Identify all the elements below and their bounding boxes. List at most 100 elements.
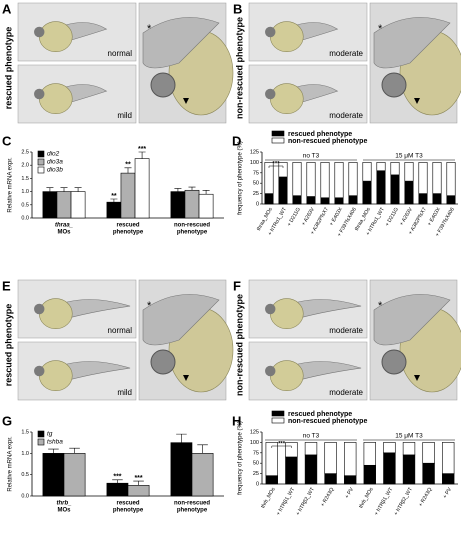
bar-segment bbox=[334, 162, 344, 199]
bar-segment bbox=[362, 180, 372, 205]
bar-segment bbox=[390, 162, 400, 176]
significance: *** bbox=[278, 442, 286, 448]
y-tick-label: 75 bbox=[253, 170, 259, 176]
x-tick-label: thrb_MOs bbox=[358, 486, 375, 509]
error-bar bbox=[202, 189, 210, 195]
embryo-eye bbox=[265, 26, 276, 38]
significance: ** bbox=[111, 193, 117, 200]
bar-segment bbox=[324, 473, 337, 485]
x-tick-label: phenotype bbox=[177, 230, 208, 236]
arrowhead bbox=[414, 98, 420, 104]
bar-segment bbox=[344, 442, 357, 476]
bar-segment bbox=[383, 452, 396, 485]
bar-segment bbox=[432, 193, 442, 205]
zoom-eye bbox=[150, 349, 176, 375]
error-bar bbox=[74, 187, 82, 192]
error-bar bbox=[176, 433, 187, 443]
bar-segment bbox=[363, 442, 376, 466]
y-tick-label: 50 bbox=[253, 181, 259, 187]
x-tick-label: + PV bbox=[442, 486, 453, 499]
bar-segment bbox=[278, 176, 288, 205]
bar-segment bbox=[320, 162, 330, 199]
bar-segment bbox=[402, 454, 416, 485]
bar bbox=[70, 191, 86, 219]
y-tick-label: 25 bbox=[253, 471, 259, 477]
y-tick-label: 1.5 bbox=[21, 429, 29, 435]
y-tick-label: 1.0 bbox=[21, 189, 29, 195]
y-tick-label: 0 bbox=[256, 481, 259, 487]
error-bar bbox=[197, 444, 208, 454]
error-bar bbox=[69, 447, 80, 454]
embryo-eye bbox=[34, 88, 45, 100]
x-tick-label: non-rescued bbox=[174, 223, 210, 229]
x-tick-label: phenotype bbox=[113, 230, 144, 236]
y-tick-label: 2.0 bbox=[21, 163, 29, 169]
zoom-head bbox=[142, 294, 220, 346]
y-tick-label: 75 bbox=[253, 450, 259, 456]
y-tick-label: 0.5 bbox=[21, 472, 29, 478]
significance: ** bbox=[125, 162, 131, 169]
bar-segment bbox=[304, 454, 318, 485]
side-label: rescued phenotype bbox=[3, 27, 13, 110]
image-label: normal bbox=[108, 49, 133, 58]
y-tick-label: 100 bbox=[250, 440, 259, 446]
x-tick-label: + D211G bbox=[384, 207, 399, 228]
image-label: moderate bbox=[329, 326, 363, 335]
image-label: mild bbox=[117, 388, 132, 397]
y-tick-label: 125 bbox=[250, 429, 259, 435]
significance: *** bbox=[272, 162, 280, 168]
y-tick-label: 50 bbox=[253, 461, 259, 467]
y-axis-label: Relative mRNA expr. bbox=[8, 157, 14, 213]
zoom-eye bbox=[381, 349, 407, 375]
bar-segment bbox=[265, 442, 278, 476]
side-label: non-rescued phenotype bbox=[234, 17, 244, 119]
y-tick-label: 0.0 bbox=[21, 493, 29, 499]
bar-segment bbox=[376, 170, 386, 205]
image-label: moderate bbox=[329, 49, 363, 58]
embryo-yolk bbox=[38, 360, 73, 392]
error-bar bbox=[174, 188, 182, 192]
y-tick-label: 1.5 bbox=[21, 176, 29, 182]
legend-swatch bbox=[37, 438, 45, 446]
panel-letter: D bbox=[232, 133, 241, 148]
legend-swatch bbox=[37, 430, 45, 438]
bar bbox=[170, 442, 193, 497]
x-tick-label: rescued bbox=[116, 223, 139, 229]
panel-letter: E bbox=[2, 278, 11, 293]
bar-segment bbox=[292, 162, 302, 196]
bar bbox=[106, 482, 129, 497]
bar-segment bbox=[390, 174, 400, 205]
embryo-yolk bbox=[269, 298, 304, 330]
bar-segment bbox=[265, 475, 278, 485]
x-tick-label: + D211G bbox=[286, 207, 301, 228]
legend-label: rescued phenotype bbox=[288, 131, 352, 138]
bar-segment bbox=[344, 475, 357, 485]
bar bbox=[134, 158, 150, 219]
legend-swatch bbox=[271, 417, 285, 424]
bar-segment bbox=[363, 464, 376, 485]
image-label: moderate bbox=[329, 388, 363, 397]
y-axis-label: frequency of phenotype (%) bbox=[238, 421, 244, 495]
y-tick-label: 0.0 bbox=[21, 215, 29, 221]
bar-segment bbox=[306, 196, 316, 205]
panel-letter: A bbox=[2, 1, 12, 16]
embryo-yolk bbox=[269, 83, 304, 115]
bar bbox=[120, 172, 136, 219]
error-bar bbox=[60, 187, 68, 192]
bar bbox=[56, 191, 72, 219]
arrowhead bbox=[183, 375, 189, 381]
bar-segment bbox=[446, 195, 456, 205]
bar-segment bbox=[383, 442, 396, 454]
bar-segment bbox=[306, 162, 316, 197]
asterisk: * bbox=[147, 23, 152, 35]
error-bar bbox=[124, 167, 132, 174]
embryo-eye bbox=[34, 365, 45, 377]
group-label: 15 μM T3 bbox=[395, 153, 423, 160]
bar-segment bbox=[442, 442, 455, 474]
group-label: no T3 bbox=[303, 433, 320, 440]
zoom-head bbox=[373, 294, 451, 346]
legend-swatch bbox=[37, 158, 45, 166]
embryo-eye bbox=[265, 303, 276, 315]
bar bbox=[184, 189, 200, 219]
